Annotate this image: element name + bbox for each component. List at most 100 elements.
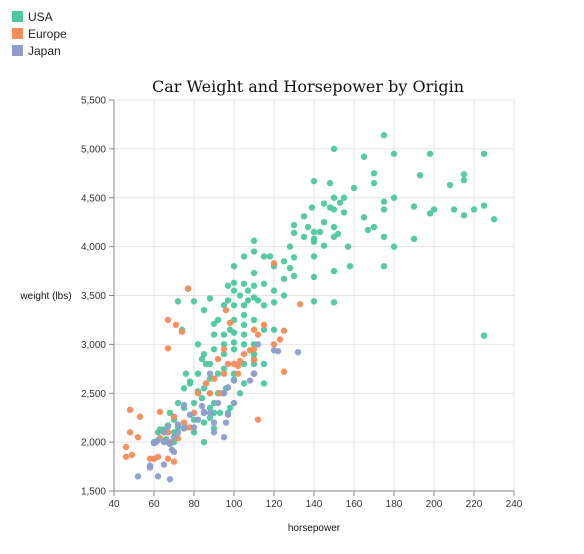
- data-point-usa: [250, 316, 258, 324]
- data-point-europe: [172, 321, 180, 329]
- data-point-japan: [230, 399, 238, 407]
- data-point-usa: [360, 153, 368, 160]
- data-point-usa: [330, 194, 338, 201]
- data-point-usa: [460, 171, 468, 178]
- data-point-usa: [380, 131, 388, 139]
- x-tick-label: 220: [466, 499, 483, 510]
- data-point-usa: [346, 262, 354, 270]
- y-tick-label: 5,500: [81, 96, 106, 107]
- data-point-europe: [250, 326, 258, 333]
- data-point-usa: [344, 243, 352, 250]
- legend-label: Japan: [28, 43, 61, 58]
- data-point-usa: [310, 238, 318, 245]
- data-point-usa: [310, 298, 318, 305]
- y-tick-label: 1,500: [81, 487, 106, 498]
- data-point-europe: [164, 345, 172, 352]
- data-point-usa: [380, 198, 388, 205]
- data-point-usa: [240, 280, 248, 287]
- data-point-usa: [286, 243, 294, 250]
- data-point-japan: [160, 429, 168, 436]
- data-point-usa: [310, 253, 318, 260]
- data-point-usa: [330, 206, 338, 213]
- data-point-japan: [198, 402, 206, 410]
- x-tick-label: 60: [148, 499, 160, 510]
- x-tick-label: 200: [426, 499, 443, 510]
- data-point-usa: [426, 150, 434, 157]
- data-point-japan: [294, 348, 302, 356]
- data-point-europe: [276, 336, 284, 343]
- data-point-usa: [270, 299, 278, 306]
- data-point-usa: [226, 404, 234, 412]
- data-point-usa: [254, 297, 262, 304]
- legend-swatch: [12, 28, 23, 39]
- data-point-europe: [184, 285, 192, 292]
- data-point-japan: [210, 429, 218, 436]
- data-point-usa: [480, 150, 488, 157]
- data-point-japan: [154, 436, 162, 444]
- data-point-europe: [250, 356, 258, 364]
- data-point-usa: [410, 203, 418, 210]
- data-point-usa: [236, 292, 244, 299]
- data-point-usa: [300, 233, 308, 241]
- y-tick-label: 3,000: [81, 340, 106, 351]
- data-point-japan: [154, 473, 162, 480]
- data-point-usa: [446, 181, 454, 189]
- data-point-japan: [274, 348, 282, 355]
- data-point-japan: [194, 416, 202, 423]
- y-axis-title: weight (lbs): [19, 291, 71, 302]
- y-tick-label: 3,500: [81, 291, 106, 302]
- data-point-usa: [310, 177, 318, 185]
- data-point-usa: [334, 230, 342, 238]
- data-point-usa: [220, 341, 228, 348]
- data-point-japan: [174, 429, 182, 436]
- data-point-usa: [430, 206, 438, 213]
- data-point-usa: [186, 378, 194, 385]
- data-point-europe: [260, 321, 268, 329]
- data-point-usa: [240, 341, 248, 348]
- data-point-usa: [460, 212, 468, 219]
- data-point-europe: [234, 362, 242, 370]
- data-point-japan: [170, 434, 178, 441]
- data-point-usa: [390, 150, 398, 157]
- data-point-europe: [126, 429, 134, 436]
- data-point-usa: [250, 248, 258, 255]
- data-point-usa: [290, 229, 298, 237]
- data-point-usa: [194, 370, 202, 377]
- data-point-usa: [470, 206, 478, 213]
- data-point-usa: [364, 226, 372, 234]
- data-point-japan: [206, 409, 214, 416]
- data-point-usa: [166, 409, 174, 416]
- data-point-europe: [170, 458, 178, 465]
- data-point-usa: [210, 320, 218, 328]
- data-point-europe: [134, 434, 142, 441]
- data-point-japan: [164, 423, 172, 430]
- data-point-usa: [280, 275, 288, 283]
- data-point-europe: [210, 375, 218, 382]
- data-point-europe: [136, 413, 144, 420]
- data-point-usa: [260, 380, 268, 387]
- data-point-usa: [340, 194, 348, 201]
- data-point-usa: [290, 272, 298, 280]
- data-point-usa: [330, 223, 338, 231]
- data-point-usa: [244, 287, 252, 294]
- legend-item-europe: Europe: [12, 25, 67, 42]
- data-point-japan: [134, 473, 142, 480]
- data-point-usa: [266, 253, 274, 260]
- data-point-japan: [190, 424, 198, 431]
- data-point-usa: [190, 429, 198, 436]
- data-point-usa: [330, 299, 338, 306]
- data-point-usa: [260, 302, 268, 309]
- data-point-usa: [260, 280, 268, 287]
- data-point-usa: [316, 228, 324, 236]
- data-point-usa: [230, 262, 238, 270]
- data-point-usa: [214, 316, 222, 324]
- chart-title: Car Weight and Horsepower by Origin: [152, 77, 464, 96]
- legend-item-japan: Japan: [12, 42, 67, 59]
- data-point-japan: [222, 419, 230, 426]
- data-point-usa: [260, 360, 268, 368]
- data-point-japan: [200, 408, 208, 416]
- data-point-usa: [320, 218, 328, 226]
- data-point-usa: [200, 350, 208, 358]
- data-point-usa: [320, 200, 328, 207]
